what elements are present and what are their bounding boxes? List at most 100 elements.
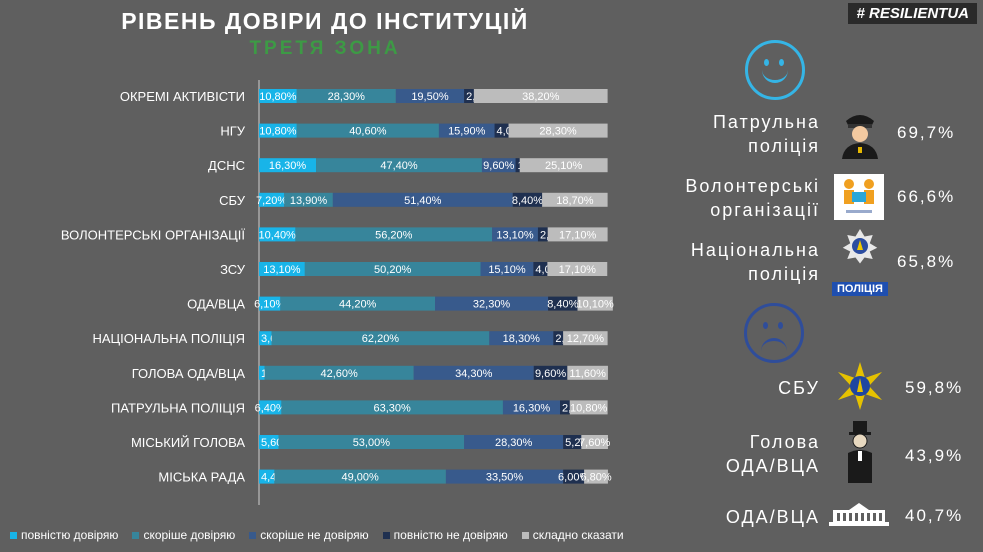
data-label: 53,00% [353,437,391,449]
bar-segment [304,262,481,276]
bar-segment [584,469,608,484]
bar-segment [533,365,568,380]
category-label: СБУ [219,193,246,208]
data-label: 51,40% [404,195,442,207]
legend-label: скоріше не довіряю [260,528,369,542]
bar-segment [259,123,297,138]
legend-item: складно сказати [521,528,624,542]
bar-segment [259,435,279,449]
data-label: 10,40% [259,229,297,241]
legend-item: скоріше не довіряю [249,528,369,542]
bar-segment [502,400,560,415]
legend-swatch [10,531,17,539]
data-label: 8,40% [512,195,543,207]
bar-segment [464,89,474,103]
bar-segment [473,89,608,103]
bar-segment [563,469,585,484]
bar-segment [508,123,608,138]
bar-segment [264,365,414,380]
police-officer-icon [842,115,878,159]
category-label: МІСЬКИЙ ГОЛОВА [131,435,245,450]
data-label: 25,10% [545,160,583,172]
bar-segment [489,331,554,346]
bar-segment [464,435,564,449]
data-label: 10,10% [577,299,615,311]
resilientua-tag: # RESILIENTUA [848,3,977,24]
bar-segment [577,296,613,311]
data-label: 42,60% [320,368,358,380]
bar-segment [542,192,608,207]
bar-segment [259,89,297,103]
legend-swatch [132,531,140,539]
legend-label: повністю не довіряю [393,528,508,542]
bar-segment [259,262,305,276]
bar-segment [259,227,296,242]
bar-segment [271,331,490,346]
bar-segment [515,158,520,173]
data-label: 16,30% [269,160,307,172]
bar-segment [278,435,465,449]
category-label: НАЦІОНАЛЬНА ПОЛІЦІЯ [92,331,245,346]
data-label: 62,20% [362,333,400,345]
category-label: ОДА/ВЦА [187,297,245,312]
positive-item-value: 66,6% [897,187,956,206]
data-label: 15,10% [488,264,526,276]
bar-segment [567,365,608,380]
bar-segment [259,365,265,380]
legend-label: складно сказати [532,528,624,542]
bar-segment [435,296,549,311]
bar-segment [581,435,608,449]
data-label: 16,30% [513,402,551,414]
category-label: НГУ [220,124,245,139]
data-label: 11,60% [569,368,606,380]
bar-segment [512,192,543,207]
chart-subtitle: ТРЕТЯ ЗОНА [249,38,401,59]
negative-item-value: 43,9% [905,446,964,465]
bar-segment [395,89,465,103]
data-label: 28,30% [539,126,577,138]
negative-item-label: Голова ОДА/ВЦА [725,432,820,476]
data-label: 13,10% [263,264,301,276]
bar-segment [553,331,564,346]
positive-item-label: Патрульна поліція [712,112,820,156]
legend-swatch [521,531,529,539]
data-label: 40,60% [349,126,387,138]
bar-segment [480,262,534,276]
legend-item: повністю не довіряю [382,528,508,542]
bar-segment [563,435,582,449]
bar-segment [259,400,282,415]
data-label: 47,40% [380,160,418,172]
chart-legend: повністю довіряю скоріше довіряю скоріше н… [10,528,624,542]
national-police-logo-text: ПОЛІЦІЯ [832,282,888,296]
category-label: ГОЛОВА ОДА/ВЦА [132,366,246,381]
smiley-sad-icon [744,303,804,363]
bar-segment [537,227,548,242]
data-label: 10,80% [259,91,297,103]
bar-segment [563,331,608,346]
negative-item-value: 40,7% [905,506,964,525]
bar-segment [438,123,495,138]
bar-segment [316,158,482,173]
data-label: 28,30% [328,91,366,103]
negative-item-label: ОДА/ВЦА [725,507,820,527]
data-label: 15,90% [448,126,486,138]
bar-segment [492,227,538,242]
bar-segment [445,469,564,484]
data-label: 18,30% [503,333,541,345]
data-label: 19,50% [411,91,449,103]
data-label: 6,10% [254,299,285,311]
legend-item: повністю довіряю [10,528,118,542]
category-label: МІСЬКА РАДА [158,470,245,485]
data-label: 34,30% [455,368,493,380]
positive-item-label: Національна поліція [690,240,820,284]
bar-segment [569,400,608,415]
positive-item-national-police: Національна поліція [660,238,820,286]
chart-title: РІВЕНЬ ДОВІРИ ДО ІНСТИТУЦІЙ [121,8,529,34]
smiley-happy-icon [745,40,805,100]
bar-segment [494,123,509,138]
bar-segment [259,331,272,346]
data-label: 9,60% [535,368,566,380]
data-label: 28,30% [495,437,533,449]
bar-segment [413,365,534,380]
official-figure-icon [848,421,872,483]
